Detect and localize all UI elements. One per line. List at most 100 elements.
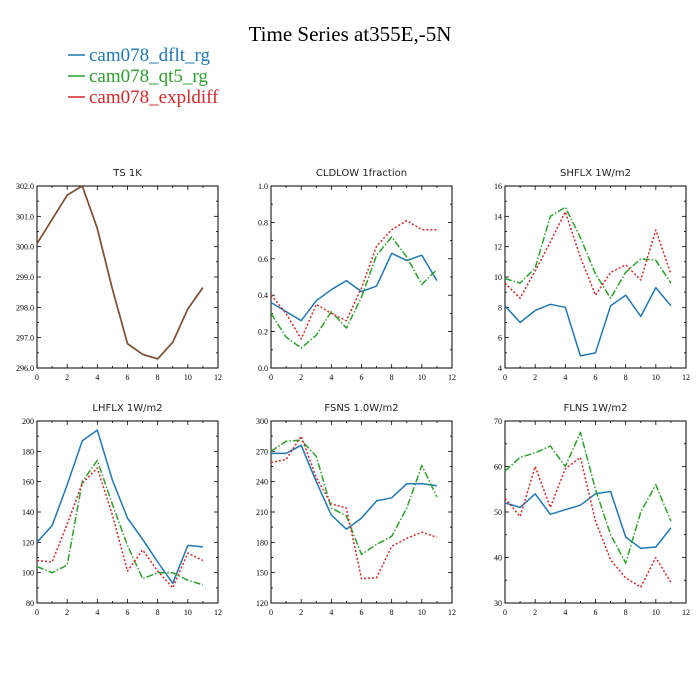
x-tick-label: 10 xyxy=(652,608,660,617)
x-tick-label: 8 xyxy=(390,373,394,382)
series-line-cam078_qt5_rg xyxy=(504,431,672,564)
x-tick-label: 8 xyxy=(390,608,394,617)
y-tick-label: 200 xyxy=(22,417,34,426)
y-tick-label: 0.0 xyxy=(258,364,268,373)
panel-title: FSNS 1.0W/m2 xyxy=(324,403,398,414)
panel-6: FLNS 1W/m2 0 2 4 6 8 10 12 30 40 50 60 70 xyxy=(494,403,690,617)
x-tick-label: 12 xyxy=(448,608,456,617)
x-tick-label: 10 xyxy=(418,373,426,382)
series-line-cam078_dflt_rg xyxy=(36,429,203,585)
y-tick-label: 120 xyxy=(256,599,268,608)
y-tick-label: 150 xyxy=(256,569,268,578)
panel-4: LHFLX 1W/m2 0 2 4 6 8 10 12 80 100 120 140 160 180 200 xyxy=(22,403,222,617)
x-tick-label: 12 xyxy=(682,373,690,382)
y-tick-label: 180 xyxy=(256,538,268,547)
x-tick-label: 2 xyxy=(65,608,69,617)
y-tick-label: 14 xyxy=(494,212,502,221)
legend: cam078_dflt_rg cam078_qt5_rg cam078_expl… xyxy=(68,45,219,108)
series-line-cam078_expldiff xyxy=(270,435,438,580)
x-tick-label: 2 xyxy=(533,373,537,382)
panel-title: LHFLX 1W/m2 xyxy=(92,403,162,414)
y-tick-label: 240 xyxy=(256,478,268,487)
x-tick-label: 2 xyxy=(299,373,303,382)
panel-5: FSNS 1.0W/m2 0 2 4 6 8 10 12 120 150 180 210 240 270 3… xyxy=(256,403,456,617)
x-tick-label: 12 xyxy=(448,373,456,382)
panels-grid: TS 1K0 2 4 6 8 10 12296.0297.0298.0299.0300.03… xyxy=(16,168,690,617)
x-tick-label: 10 xyxy=(418,608,426,617)
x-tick-label: 10 xyxy=(184,608,192,617)
y-tick-label: 12 xyxy=(494,243,502,252)
y-tick-label: 300 xyxy=(256,417,268,426)
panel-2: CLDLOW 1fraction 0 2 4 6 8 10 12 0.0 0.2 0.4 0.6 0.8… xyxy=(258,168,456,382)
panel-1: TS 1K 0 2 4 6 8 10 12 296.0 297.0 298.0 299.0 300.0 3… xyxy=(16,168,222,382)
y-tick-label: 70 xyxy=(494,417,502,426)
x-tick-label: 8 xyxy=(156,608,160,617)
x-tick-label: 4 xyxy=(563,608,567,617)
x-tick-label: 6 xyxy=(360,608,364,617)
series-line-cam078_dflt_rg xyxy=(504,286,672,357)
y-tick-label: 40 xyxy=(494,554,502,563)
y-tick-label: 0.2 xyxy=(258,328,268,337)
y-tick-label: 0.6 xyxy=(258,255,268,264)
y-tick-label: 302.0 xyxy=(16,182,34,191)
y-tick-label: 299.0 xyxy=(16,273,34,282)
x-tick-label: 4 xyxy=(329,373,333,382)
x-tick-label: 6 xyxy=(360,373,364,382)
x-tick-label: 4 xyxy=(563,373,567,382)
x-tick-label: 0 xyxy=(503,608,507,617)
x-tick-label: 0 xyxy=(269,373,273,382)
x-tick-label: 0 xyxy=(35,373,39,382)
x-tick-label: 12 xyxy=(214,373,222,382)
y-tick-label: 140 xyxy=(22,508,34,517)
x-tick-label: 4 xyxy=(95,608,99,617)
series-line-cam078_expldiff xyxy=(504,211,672,299)
y-tick-label: 1.0 xyxy=(258,182,268,191)
y-tick-label: 16 xyxy=(494,182,502,191)
y-tick-label: 296.0 xyxy=(16,364,34,373)
panel-title: SHFLX 1W/m2 xyxy=(560,168,631,179)
x-tick-label: 8 xyxy=(156,373,160,382)
y-tick-label: 8 xyxy=(498,303,502,312)
x-tick-label: 6 xyxy=(126,373,130,382)
x-tick-label: 6 xyxy=(594,373,598,382)
x-tick-label: 4 xyxy=(95,373,99,382)
panel-3: SHFLX 1W/m2 0 2 4 6 8 10 12 4 6 8 10 12 14 16 xyxy=(494,168,690,382)
legend-label-qt5: cam078_qt5_rg xyxy=(89,66,208,87)
x-tick-label: 10 xyxy=(652,373,660,382)
x-tick-label: 2 xyxy=(65,373,69,382)
series-line-cam078_dflt_rg xyxy=(271,444,437,530)
series-line-cam078_qt5_rg xyxy=(504,206,672,299)
x-tick-label: 0 xyxy=(503,373,507,382)
y-tick-label: 0.8 xyxy=(258,218,268,227)
y-tick-label: 60 xyxy=(494,463,502,472)
series-line-cam078_dflt_rg xyxy=(270,252,438,322)
x-tick-label: 0 xyxy=(35,608,39,617)
x-tick-label: 12 xyxy=(682,608,690,617)
y-tick-label: 4 xyxy=(498,364,502,373)
x-tick-label: 0 xyxy=(269,608,273,617)
x-tick-label: 12 xyxy=(214,608,222,617)
x-tick-label: 2 xyxy=(533,608,537,617)
y-tick-label: 210 xyxy=(256,508,268,517)
x-tick-label: 8 xyxy=(624,608,628,617)
y-tick-label: 300.0 xyxy=(16,243,34,252)
x-tick-label: 6 xyxy=(126,608,130,617)
y-tick-label: 298.0 xyxy=(16,303,34,312)
x-tick-label: 2 xyxy=(299,608,303,617)
figure-title: Time Series at355E,-5N xyxy=(249,22,452,46)
y-tick-label: 0.4 xyxy=(258,291,268,300)
panel-title: CLDLOW 1fraction xyxy=(316,168,407,179)
y-tick-label: 270 xyxy=(256,447,268,456)
y-tick-label: 30 xyxy=(494,599,502,608)
x-tick-label: 8 xyxy=(624,373,628,382)
y-tick-label: 160 xyxy=(22,478,34,487)
legend-label-expldiff: cam078_expldiff xyxy=(89,87,219,108)
y-tick-label: 6 xyxy=(498,334,502,343)
series-line-cam078_qt5_rg xyxy=(270,236,438,349)
series-line-cam078_qt5_rg xyxy=(270,439,438,556)
x-tick-label: 10 xyxy=(184,373,192,382)
y-tick-label: 100 xyxy=(22,569,34,578)
series-line-cam078_expldiff xyxy=(504,456,672,588)
series-line-cam078_expldiff xyxy=(36,467,204,589)
x-tick-label: 6 xyxy=(594,608,598,617)
